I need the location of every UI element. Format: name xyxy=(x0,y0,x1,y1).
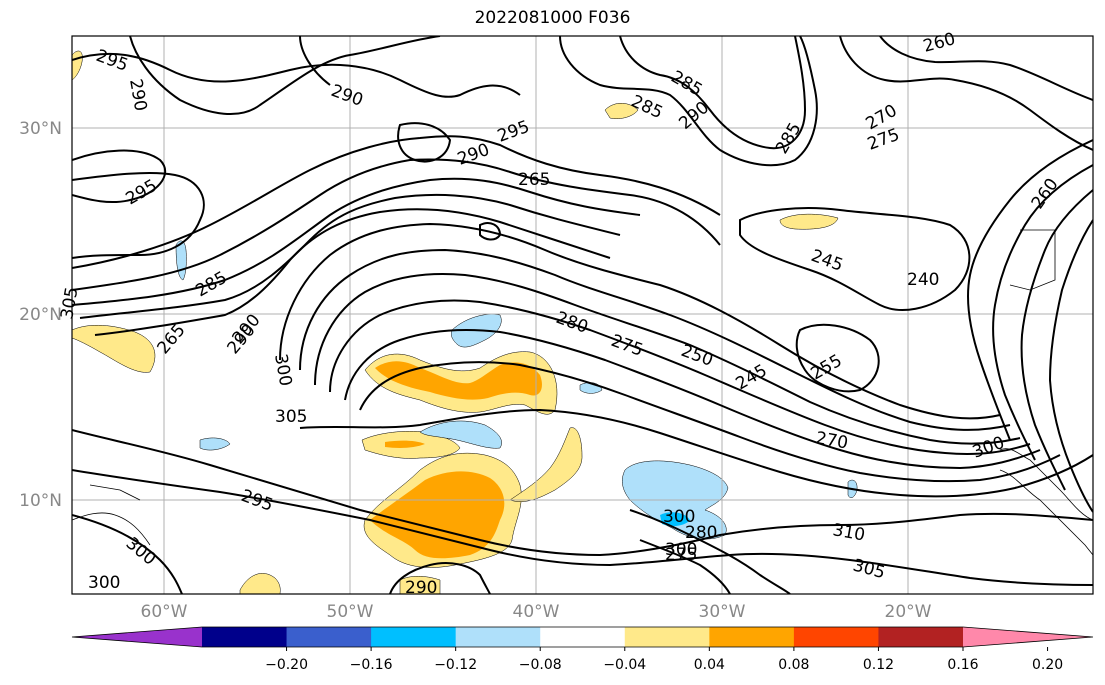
colorbar-tick-label: −0.16 xyxy=(350,657,393,673)
contour-label: 295 xyxy=(123,176,161,210)
shade-lightblue-region xyxy=(419,420,502,449)
colorbar-segment xyxy=(371,627,457,647)
contour-label: 305 xyxy=(275,407,307,427)
contour-label: 265 xyxy=(518,170,550,190)
contour-label: 260 xyxy=(921,29,958,57)
contour-labels: 295 290 290 285 285 290 295 290 265 260 … xyxy=(57,29,1062,598)
colorbar-tick-label: −0.08 xyxy=(519,657,562,673)
contour-label: 295 xyxy=(238,486,275,516)
contour-label: 280 xyxy=(685,523,717,543)
contour-label: 290 xyxy=(405,578,437,598)
contour-label: 290 xyxy=(328,81,365,111)
contour-label: 275 xyxy=(608,331,645,361)
shade-orange-region xyxy=(375,361,542,400)
colorbar-tick-label: −0.04 xyxy=(603,657,646,673)
shade-yellow-region xyxy=(509,427,583,502)
shade-orange-region xyxy=(370,471,505,559)
colorbar-segment xyxy=(878,627,964,647)
shade-yellow-region xyxy=(779,213,839,230)
lat-label: 10°N xyxy=(19,491,62,511)
shaded-fields xyxy=(72,50,858,594)
colorbar-segment xyxy=(793,627,879,647)
colorbar-segment xyxy=(624,627,710,647)
contour-label: 300 xyxy=(88,573,120,593)
colorbar-segment xyxy=(202,627,288,647)
colorbar-segment xyxy=(540,627,626,647)
colorbar-segment xyxy=(963,627,1093,647)
lon-label: 20°W xyxy=(885,602,932,622)
contour-label: 300 xyxy=(270,352,295,387)
gridlines xyxy=(72,36,1093,594)
shade-yellow-region xyxy=(604,103,639,119)
colorbar-segment xyxy=(72,627,202,647)
lon-label: 40°W xyxy=(513,602,560,622)
contour-label: 280 xyxy=(553,308,590,338)
map-frame xyxy=(71,35,1094,595)
contour-label: 310 xyxy=(831,520,866,545)
colorbar-segment xyxy=(709,627,795,647)
shade-orange-region xyxy=(385,440,425,448)
lon-label: 60°W xyxy=(141,602,188,622)
colorbar: −0.20 −0.16 −0.12 −0.08 −0.04 0.04 0.08 0.12 0.1… xyxy=(71,626,1094,673)
colorbar-segment xyxy=(286,627,372,647)
contour-label: 285 xyxy=(668,67,706,101)
shade-blue-region xyxy=(660,512,690,527)
colorbar-tick-label: 0.20 xyxy=(1032,657,1063,673)
contour-label: 300 xyxy=(122,534,160,570)
contour-label: 285 xyxy=(772,119,806,157)
contour-label: 285 xyxy=(193,268,231,302)
lon-label: 50°W xyxy=(327,602,374,622)
colorbar-tick-label: 0.12 xyxy=(863,657,894,673)
contour-label: 260 xyxy=(1028,175,1063,213)
colorbar-tick-label: 0.08 xyxy=(778,657,809,673)
colorbar-outline xyxy=(71,626,1094,648)
contour-label: 270 xyxy=(814,428,849,453)
coastlines xyxy=(71,229,1094,556)
contour-label: 300 xyxy=(970,433,1007,463)
colorbar-tick-label: 0.16 xyxy=(947,657,978,673)
contour-label: 290 xyxy=(125,77,150,112)
contour-label: 300 xyxy=(665,540,697,560)
shade-lightblue-region xyxy=(199,437,231,451)
colorbar-tick-label: −0.20 xyxy=(265,657,308,673)
contour-label: 240 xyxy=(907,270,939,290)
contour-label: 305 xyxy=(851,556,888,584)
contour-label: 285 xyxy=(628,91,666,123)
colorbar-segment xyxy=(455,627,541,647)
lat-label: 20°N xyxy=(19,305,62,325)
shade-yellow-region xyxy=(72,50,83,81)
lon-label: 30°W xyxy=(699,602,746,622)
shade-yellow-region xyxy=(239,573,281,594)
shade-yellow-region xyxy=(399,576,441,594)
contour-label: 300 xyxy=(663,507,695,527)
shade-yellow-region xyxy=(72,324,156,373)
colorbar-tick-label: 0.04 xyxy=(694,657,725,673)
lat-label: 30°N xyxy=(19,119,62,139)
contour-label: 295 xyxy=(93,46,130,76)
map-title: 2022081000 F036 xyxy=(474,8,631,28)
contour-lines xyxy=(72,36,1093,594)
colorbar-tick-label: −0.12 xyxy=(434,657,477,673)
contour-label: 295 xyxy=(495,117,532,147)
contour-label: 275 xyxy=(665,545,697,565)
